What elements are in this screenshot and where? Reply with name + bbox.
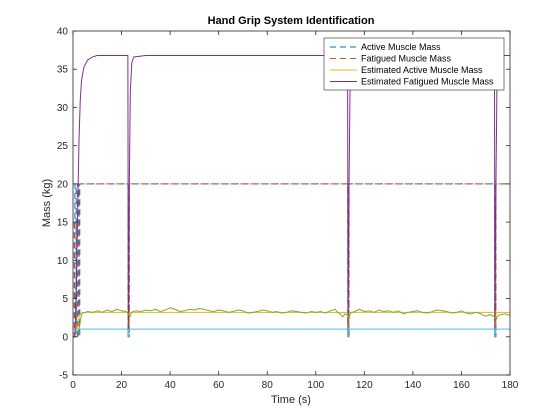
y-tick-label: 40 [57, 27, 69, 38]
legend-label-active-muscle-mass: Active Muscle Mass [361, 42, 441, 52]
series-layer [72, 54, 511, 338]
y-tick-label: 10 [57, 256, 69, 267]
legend-label-estimated-active-muscle-mass: Estimated Active Muscle Mass [361, 65, 483, 75]
y-tick-label: 20 [57, 179, 69, 190]
chart-title: Hand Grip System Identification [208, 15, 375, 27]
y-tick-label: 30 [57, 103, 69, 114]
y-tick-label: 0 [62, 332, 68, 343]
x-tick-label: 160 [453, 380, 470, 391]
x-axis-label: Time (s) [271, 394, 311, 406]
y-tick-label: 15 [57, 218, 69, 229]
x-tick-label: 100 [307, 380, 324, 391]
legend-label-fatigued-muscle-mass: Fatigued Muscle Mass [361, 54, 452, 64]
x-tick-label: 80 [262, 380, 274, 391]
series-line-unlabeled-series-6 [73, 328, 510, 338]
y-axis-label: Mass (kg) [41, 179, 53, 227]
axes-box [72, 30, 511, 376]
y-tick-label: 5 [62, 294, 68, 305]
x-tick-label: 120 [356, 380, 373, 391]
x-tick-label: 40 [165, 380, 177, 391]
y-tick-label: 25 [57, 141, 69, 152]
x-tick-label: 140 [405, 380, 422, 391]
legend-label-estimated-fatigued-muscle-mass: Estimated Fatigued Muscle Mass [361, 77, 494, 87]
y-tick-label: 35 [57, 65, 69, 76]
x-tick-label: 0 [70, 380, 76, 391]
x-tick-label: 180 [502, 380, 519, 391]
y-tick-label: -5 [59, 371, 68, 382]
x-axis-ticks: 0 20 40 60 80 100 120 140 160 180 [70, 31, 519, 391]
y-axis-ticks: -5 0 5 10 15 20 25 30 35 40 [57, 27, 510, 382]
x-tick-label: 20 [116, 380, 128, 391]
x-tick-label: 60 [213, 380, 225, 391]
series-line-unlabeled-series-5 [73, 307, 511, 338]
